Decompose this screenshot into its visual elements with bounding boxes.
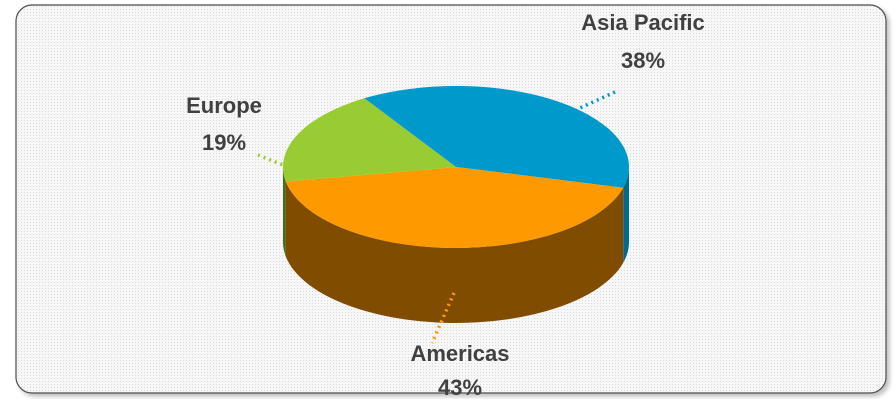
label-americas-value: 43% (438, 375, 482, 399)
pie-slice-asia-pacific (364, 86, 629, 188)
pie-sides (283, 167, 629, 323)
pie-side-europe (283, 167, 286, 257)
label-americas-name: Americas (410, 341, 509, 366)
leader-europe (257, 153, 284, 167)
label-asia-pacific-value: 38% (621, 48, 665, 73)
leader-asia-pacific (579, 90, 616, 110)
label-europe-name: Europe (186, 93, 262, 118)
leader-lines (257, 90, 616, 344)
pie-slice-americas (285, 167, 624, 248)
label-europe-value: 19% (202, 130, 246, 155)
pie-side-americas (285, 181, 624, 323)
pie-tops (283, 86, 629, 248)
pie-side-asia-pacific (623, 167, 629, 263)
label-asia-pacific-name: Asia Pacific (581, 10, 705, 35)
pie-slice-europe (283, 98, 456, 182)
